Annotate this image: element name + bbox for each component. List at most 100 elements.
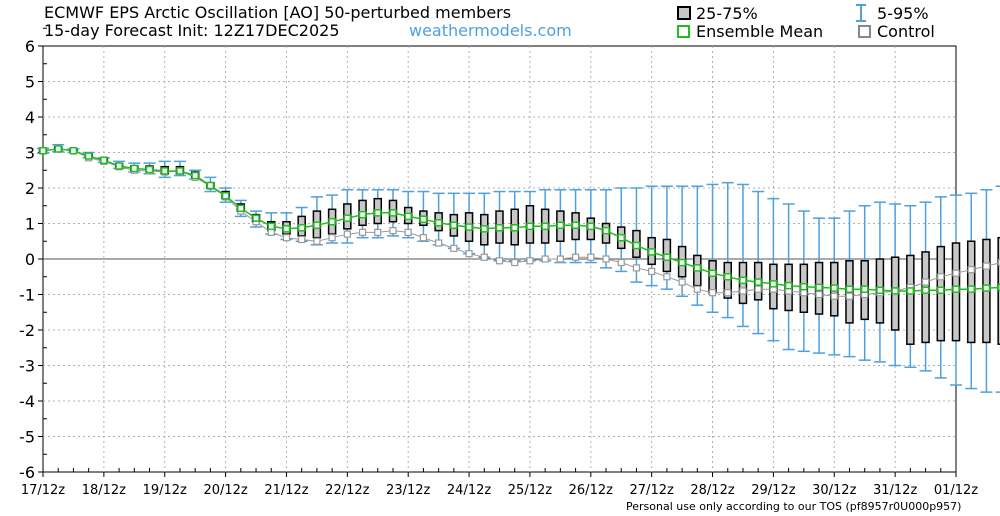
- mean-marker: [84, 152, 93, 160]
- control-marker: [648, 267, 656, 276]
- y-tick-label: -4: [19, 392, 35, 411]
- control-marker: [617, 258, 625, 267]
- control-marker: [845, 292, 854, 300]
- mean-marker: [328, 217, 336, 226]
- control-marker: [511, 258, 519, 267]
- mean-marker: [252, 214, 260, 222]
- control-marker: [937, 273, 945, 281]
- mean-marker: [282, 225, 291, 233]
- mean-marker: [754, 278, 762, 286]
- control-marker: [328, 234, 336, 242]
- x-tick-label: 24/12z: [447, 483, 491, 498]
- y-tick-label: 2: [25, 179, 35, 198]
- control-marker: [541, 255, 549, 263]
- mean-marker: [541, 222, 549, 231]
- mean-marker: [343, 214, 352, 222]
- mean-marker: [921, 286, 930, 294]
- mean-marker: [891, 287, 899, 295]
- mean-marker: [708, 269, 717, 277]
- y-tick-label: 3: [25, 144, 35, 163]
- control-marker: [815, 290, 823, 299]
- mean-marker: [100, 156, 108, 165]
- site-watermark[interactable]: weathermodels.com: [409, 21, 572, 40]
- control-marker: [998, 258, 1000, 267]
- x-tick-label: 28/12z: [690, 483, 734, 498]
- control-marker: [450, 244, 458, 252]
- control-marker: [632, 264, 641, 272]
- x-tick-label: 19/12z: [143, 483, 187, 498]
- mean-marker: [967, 285, 975, 293]
- mean-marker: [480, 225, 489, 233]
- x-tick-label: 30/12z: [812, 483, 856, 498]
- x-tick-label: 26/12z: [569, 483, 613, 498]
- control-marker: [754, 285, 762, 293]
- mean-marker: [784, 281, 793, 290]
- mean-marker: [937, 286, 945, 294]
- legend-whisker: 5-95%: [855, 4, 929, 23]
- y-tick-label: -2: [19, 321, 35, 340]
- legend-control: Control: [858, 22, 935, 41]
- ao-chart: 6 5 4 3 2 1 0 -1 -2 -3 -4 -5 -617/12z 18/12z 19/12z 20/…: [19, 27, 1000, 498]
- mean-marker: [176, 167, 184, 175]
- x-tick-label: 22/12z: [325, 483, 369, 498]
- control-marker: [693, 285, 701, 293]
- control-marker: [921, 278, 930, 286]
- x-tick-label: 29/12z: [751, 483, 795, 498]
- mean-marker: [191, 171, 199, 180]
- mean-marker: [769, 280, 778, 288]
- mean-marker: [206, 181, 215, 190]
- mean-marker: [663, 253, 671, 261]
- mean-marker: [571, 221, 580, 230]
- mean-marker: [69, 146, 78, 155]
- mean-marker: [556, 221, 565, 230]
- control-marker: [267, 228, 275, 236]
- control-marker: [313, 237, 321, 245]
- control-marker: [952, 269, 960, 277]
- mean-marker: [221, 192, 230, 200]
- control-marker: [982, 262, 991, 270]
- control-marker: [708, 289, 717, 297]
- y-tick-label: 1: [25, 215, 35, 234]
- control-marker: [298, 235, 306, 244]
- control-marker: [800, 289, 808, 297]
- mean-marker: [267, 222, 275, 231]
- mean-marker: [237, 204, 245, 212]
- mean-marker: [678, 258, 686, 267]
- mean-marker: [160, 167, 169, 175]
- control-marker: [389, 227, 397, 235]
- control-marker: [830, 292, 838, 300]
- control-marker: [435, 239, 443, 247]
- mean-line: [42, 148, 1000, 292]
- mean-marker: [647, 248, 656, 256]
- iqr-box: [921, 251, 930, 344]
- control-marker: [374, 228, 382, 236]
- legend-mean: Ensemble Mean: [677, 22, 823, 41]
- mean-marker: [510, 224, 519, 232]
- whisker-swatch-icon: [856, 4, 866, 22]
- mean-marker: [602, 226, 610, 235]
- mean-marker: [313, 221, 321, 230]
- mean-marker: [419, 215, 428, 223]
- mean-marker: [845, 285, 854, 293]
- control-marker: [404, 228, 412, 236]
- mean-marker: [860, 285, 869, 293]
- x-tick-label: 27/12z: [630, 483, 674, 498]
- mean-marker: [115, 162, 123, 170]
- mean-marker: [389, 209, 397, 217]
- mean-marker: [876, 286, 884, 294]
- mean-marker: [587, 222, 595, 231]
- x-tick-label: 23/12z: [386, 483, 430, 498]
- mean-marker: [145, 165, 154, 174]
- mean-marker: [815, 283, 823, 292]
- y-tick-label: -3: [19, 357, 35, 376]
- mean-marker: [982, 284, 991, 292]
- mean-marker: [404, 212, 412, 221]
- x-tick-label: 18/12z: [82, 483, 126, 498]
- control-marker: [556, 255, 564, 263]
- control-marker: [602, 255, 610, 263]
- x-tick-label: 01/12z: [934, 483, 978, 498]
- y-tick-label: -6: [19, 463, 35, 482]
- control-marker: [587, 253, 595, 261]
- mean-marker: [39, 146, 47, 155]
- mean-marker: [526, 222, 534, 231]
